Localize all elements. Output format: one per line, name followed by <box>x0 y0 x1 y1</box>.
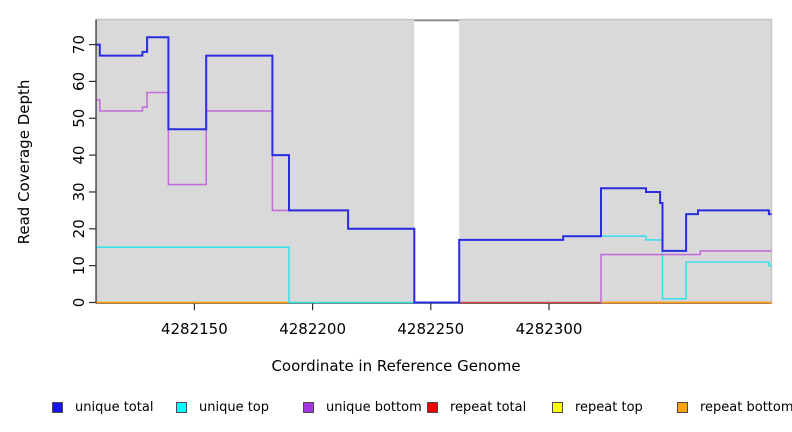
series-line-unique-total <box>96 36 772 304</box>
y-tick-label: 50 <box>70 109 88 128</box>
legend-item-label: repeat top <box>575 399 643 415</box>
series-line-unique-bottom <box>600 250 772 304</box>
legend-item-label: repeat total <box>450 399 527 415</box>
y-tick-label: 10 <box>70 256 88 275</box>
y-tick-label: 70 <box>70 35 88 54</box>
legend-swatch <box>552 401 563 413</box>
legend-item-unique-top: unique top <box>176 398 269 416</box>
legend-swatch <box>677 401 688 413</box>
legend: unique total unique top unique bottom repea… <box>0 398 792 420</box>
x-tick-label: 4282200 <box>279 320 346 338</box>
y-axis-title: Read Coverage Depth <box>15 79 33 245</box>
legend-swatch <box>52 401 63 413</box>
series-line-unique-top <box>96 246 415 304</box>
y-tick-label: 30 <box>70 182 88 201</box>
legend-swatch <box>303 401 314 413</box>
legend-item-label: unique bottom <box>326 399 422 415</box>
x-tick-label: 4282150 <box>161 320 228 338</box>
legend-item-label: unique top <box>199 399 270 415</box>
y-tick-label: 40 <box>70 146 88 165</box>
y-tick-label: 60 <box>70 72 88 91</box>
legend-item-unique-total: unique total <box>52 398 153 416</box>
no-data-region <box>414 18 460 305</box>
legend-item-repeat-total: repeat total <box>427 398 526 416</box>
legend-swatch <box>176 401 187 413</box>
x-axis-title: Coordinate in Reference Genome <box>271 357 521 375</box>
legend-item-unique-bottom: unique bottom <box>303 398 422 416</box>
y-tick-label: 20 <box>70 219 88 238</box>
y-tick-label: 0 <box>70 298 88 308</box>
legend-swatch <box>427 401 438 413</box>
x-tick-label: 4282300 <box>516 320 583 338</box>
x-tick-label: 4282250 <box>397 320 464 338</box>
legend-item-label: repeat bottom <box>700 399 792 415</box>
legend-item-repeat-bottom: repeat bottom <box>677 398 792 416</box>
legend-item-repeat-top: repeat top <box>552 398 643 416</box>
legend-item-label: unique total <box>75 399 154 415</box>
